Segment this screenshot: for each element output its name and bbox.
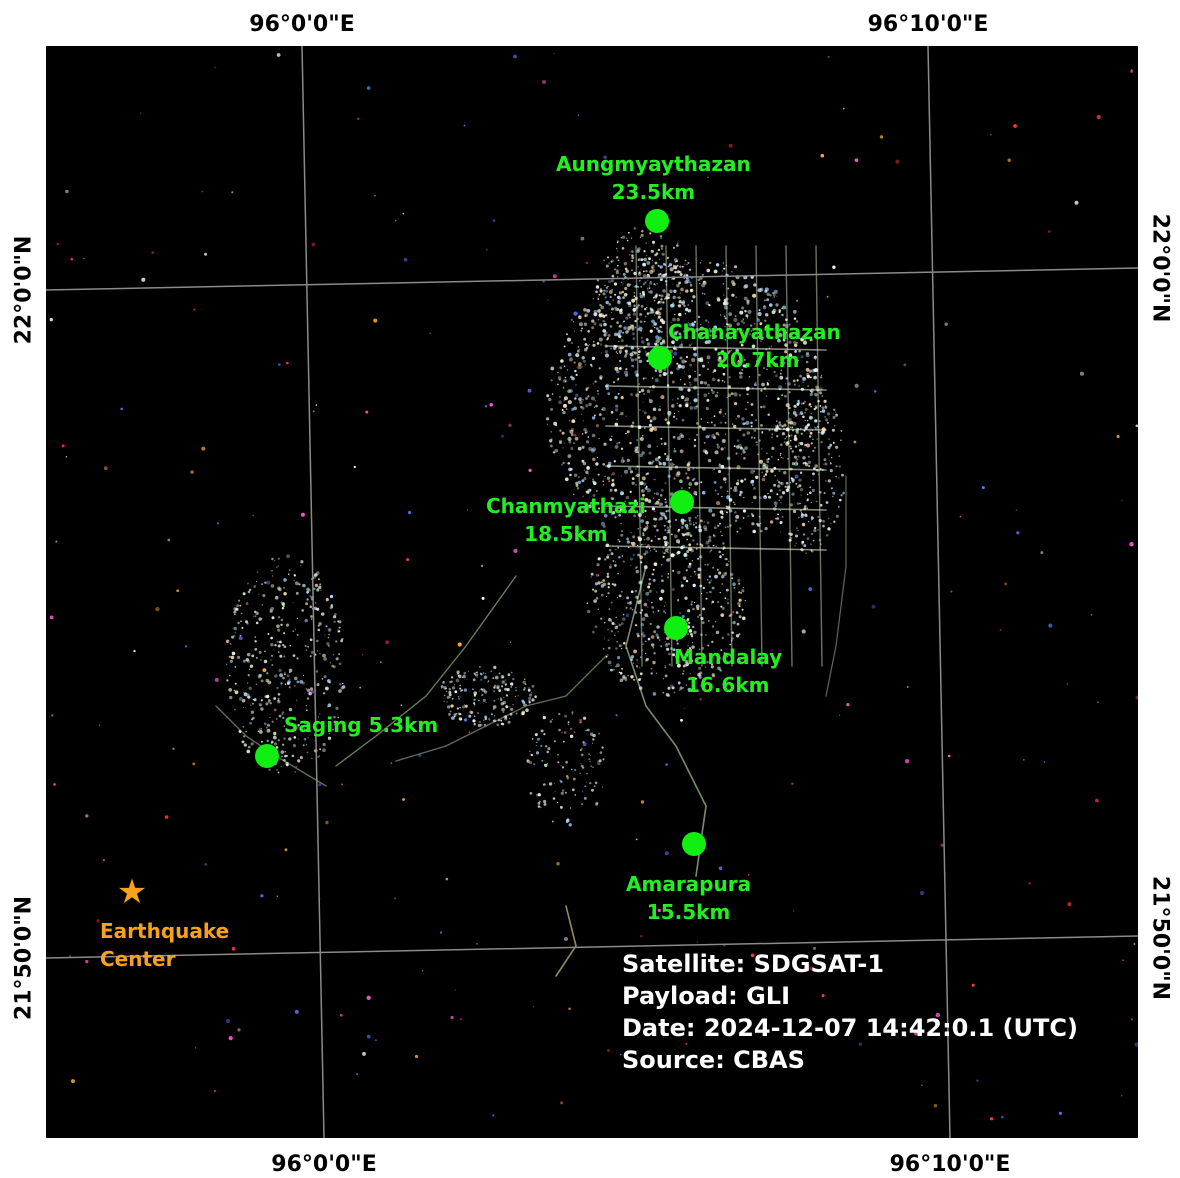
marker-chanmyathazi[interactable] [670,490,694,514]
place-name: Mandalay [674,645,783,669]
marker-chanayathazan[interactable] [648,346,672,370]
label-mandalay: Mandalay 16.6km [674,643,782,699]
place-distance: 23.5km [611,180,696,204]
lat-label-left-top: 22°0'0"N [11,235,37,345]
lat-label-right-top: 22°0'0"N [1147,213,1173,323]
info-satellite: Satellite: SDGSAT-1 [622,950,885,978]
place-name: Amarapura [626,872,752,896]
place-distance: 5.3km [368,713,439,737]
info-source: Source: CBAS [622,1046,805,1074]
graticule [46,46,1138,1138]
info-block: Satellite: SDGSAT-1 Payload: GLI Date: 2… [622,948,1078,1076]
marker-saging[interactable] [255,744,279,768]
earthquake-star-icon[interactable]: ★ [116,873,148,911]
night-light-map: Aungmyaythazan 23.5km Chanayathazan 20.7… [46,46,1138,1138]
place-distance: 15.5km [646,900,731,924]
graticule-lat-22-0 [46,267,1138,291]
info-payload: Payload: GLI [622,982,791,1010]
marker-amarapura[interactable] [682,832,706,856]
city-lights-layer [49,52,1138,1121]
marker-aungmyaythazan[interactable] [645,209,669,233]
lon-label-bottom-right: 96°10'0"E [889,1152,1011,1177]
place-name: Aungmyaythazan [556,152,751,176]
lat-label-right-bottom: 21°50'0"N [1147,875,1173,1001]
marker-mandalay[interactable] [664,616,688,640]
place-name: Chanayathazan [668,320,841,344]
label-aungmyaythazan: Aungmyaythazan 23.5km [556,150,751,206]
place-name-distance: Saging 5.3km [284,711,438,739]
graticule-lon-96-0 [301,46,325,1138]
place-name: Chanmyathazi [486,494,646,518]
label-amarapura: Amarapura 15.5km [626,870,751,926]
place-distance: 16.6km [686,673,770,697]
place-name: Saging [284,713,362,737]
lon-label-bottom-left: 96°0'0"E [271,1152,377,1177]
earthquake-label-line1: Earthquake [100,919,230,943]
place-distance: 20.7km [716,348,800,372]
earthquake-label: Earthquake Center [100,917,229,973]
place-distance: 18.5km [524,522,608,546]
info-date: Date: 2024-12-07 14:42:0.1 (UTC) [622,1014,1078,1042]
lon-label-top-left: 96°0'0"E [249,12,355,37]
label-saging: Saging 5.3km [284,711,438,739]
earthquake-label-line2: Center [100,947,176,971]
graticule-lon-96-10 [927,46,951,1138]
lon-label-top-right: 96°10'0"E [867,12,989,37]
graticule-lat-21-50 [46,935,1138,959]
label-chanmyathazi: Chanmyathazi 18.5km [486,492,646,548]
label-chanayathazan: Chanayathazan 20.7km [668,318,841,374]
lat-label-left-bottom: 21°50'0"N [11,895,37,1021]
